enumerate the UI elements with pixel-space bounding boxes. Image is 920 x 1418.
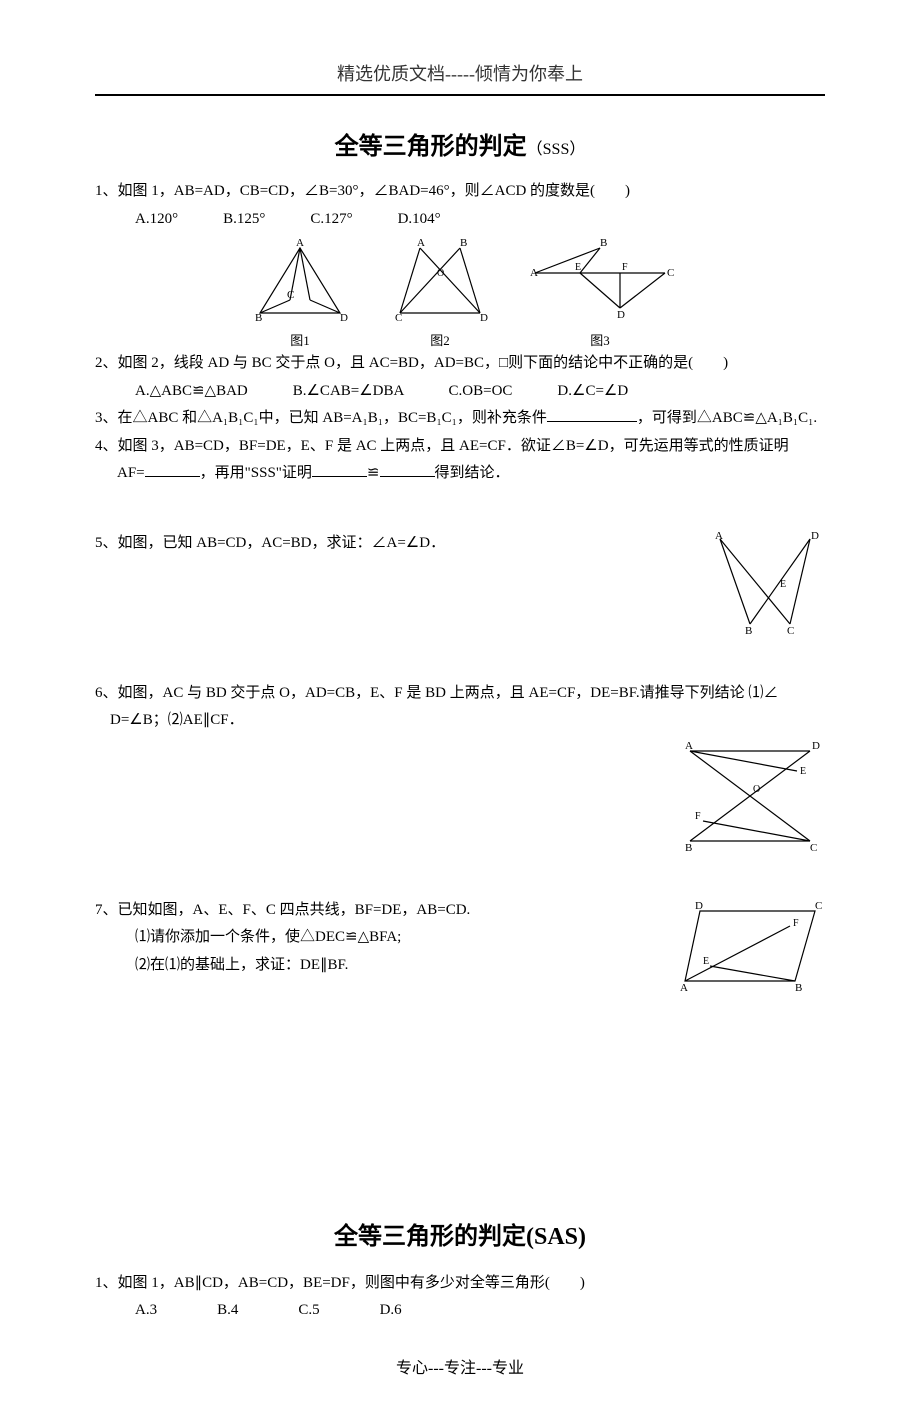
svg-text:B: B — [600, 238, 607, 249]
svg-text:C: C — [810, 842, 817, 854]
q7-block: 7、已知如图，A、E、F、C 四点共线，BF=DE，AB=CD. ⑴请你添加一个… — [95, 896, 825, 996]
title-sas: 全等三角形的判定(SAS) — [95, 1216, 825, 1251]
svg-text:D: D — [617, 309, 625, 321]
svg-text:F: F — [622, 262, 628, 273]
svg-text:B: B — [795, 982, 802, 994]
svg-text:B: B — [685, 842, 692, 854]
q7-text-b: ⑴请你添加一个条件，使△DEC≌△BFA; — [95, 925, 655, 951]
svg-text:F: F — [793, 918, 799, 929]
blank-3 — [312, 461, 367, 477]
fig2-label: 图2 — [385, 330, 495, 349]
svg-text:C: C — [395, 312, 402, 324]
svg-text:D: D — [480, 312, 488, 324]
svg-text:A: A — [296, 238, 304, 249]
q4-text-2: AF= ，再用"SSS"证明 ≌ 得到结论． — [95, 461, 825, 487]
svg-text:C: C — [667, 267, 674, 279]
figure-1: A B C D 图1 — [245, 238, 355, 349]
q3-part-a: 3、在△ABC 和△A₁B₁C₁中，已知 AB=A₁B₁，BC=B₁C₁，则补充… — [95, 410, 547, 426]
q4-end: 得到结论． — [435, 465, 510, 481]
svg-text:C: C — [815, 900, 822, 912]
svg-text:A: A — [530, 267, 538, 279]
q3-part-b: ，可得到△ABC≌△A₁B₁C₁. — [637, 410, 817, 426]
q5-block: 5、如图，已知 AB=CD，AC=BD，求证：∠A=∠D． A D B C E — [95, 529, 825, 639]
title-sss: 全等三角形的判定（SSS） — [95, 126, 825, 161]
figure-q6-wrap: A D B C E F O — [95, 736, 825, 856]
svg-text:B: B — [460, 238, 467, 249]
doc-header: 精选优质文档-----倾情为你奉上 — [95, 60, 825, 96]
svg-text:A: A — [680, 982, 688, 994]
svg-text:D: D — [812, 740, 820, 752]
svg-text:D: D — [340, 312, 348, 324]
svg-text:A: A — [685, 740, 693, 752]
q7-text-c: ⑵在⑴的基础上，求证：DE∥BF. — [95, 953, 655, 979]
svg-text:B: B — [255, 312, 262, 324]
fig1-label: 图1 — [245, 330, 355, 349]
q4-text: 4、如图 3，AB=CD，BF=DE，E、F 是 AC 上两点，且 AE=CF．… — [95, 434, 825, 460]
figure-q6: A D B C E F O — [675, 736, 825, 856]
svg-text:F: F — [695, 811, 701, 822]
svg-text:O: O — [437, 268, 444, 279]
svg-text:A: A — [417, 238, 425, 249]
svg-text:O: O — [753, 784, 760, 795]
title-main-text: 全等三角形的判定 — [335, 134, 527, 160]
doc-footer: 专心---专注---专业 — [95, 1354, 825, 1378]
q4-sss: ，再用"SSS"证明 — [200, 465, 312, 481]
svg-text:E: E — [780, 579, 786, 590]
title-sub-text: （SSS） — [527, 141, 586, 158]
blank-1 — [547, 406, 637, 422]
svg-text:E: E — [800, 766, 806, 777]
q6-text-a: 6、如图，AC 与 BD 交于点 O，AD=CB，E、F 是 BD 上两点，且 … — [95, 681, 825, 707]
svg-text:E: E — [703, 956, 709, 967]
q1-options: A.120° B.125° C.127° D.104° — [95, 207, 825, 233]
svg-text:C: C — [787, 625, 794, 637]
q3-text: 3、在△ABC 和△A₁B₁C₁中，已知 AB=A₁B₁，BC=B₁C₁，则补充… — [95, 406, 825, 432]
q7-text-a: 7、已知如图，A、E、F、C 四点共线，BF=DE，AB=CD. — [95, 898, 655, 924]
svg-text:C: C — [287, 289, 294, 301]
sq1-text: 1、如图 1，AB∥CD，AB=CD，BE=DF，则图中有多少对全等三角形( ) — [95, 1271, 825, 1297]
q2-text: 2、如图 2，线段 AD 与 BC 交于点 O，且 AC=BD，AD=BC，□则… — [95, 351, 825, 377]
q1-text: 1、如图 1，AB=AD，CB=CD，∠B=30°，∠BAD=46°，则∠ACD… — [95, 179, 825, 205]
figure-q5: A D B C E — [705, 529, 825, 639]
q5-text: 5、如图，已知 AB=CD，AC=BD，求证：∠A=∠D． — [95, 531, 685, 557]
q4-cong: ≌ — [367, 465, 380, 481]
svg-text:A: A — [715, 530, 723, 542]
q6-text-b: D=∠B；⑵AE∥CF． — [95, 708, 825, 734]
svg-text:D: D — [695, 900, 703, 912]
fig3-label: 图3 — [525, 330, 675, 349]
figure-q7: D C A B E F — [675, 896, 825, 996]
blank-2 — [145, 461, 200, 477]
svg-text:B: B — [745, 625, 752, 637]
svg-text:D: D — [811, 530, 819, 542]
figure-row-1: A B C D 图1 A B C D O 图2 — [95, 238, 825, 349]
figure-3: A B C D E F 图3 — [525, 238, 675, 349]
figure-2: A B C D O 图2 — [385, 238, 495, 349]
q2-options: A.△ABC≌△BAD B.∠CAB=∠DBA C.OB=OC D.∠C=∠D — [95, 379, 825, 405]
svg-text:E: E — [575, 262, 581, 273]
q4-af: AF= — [117, 465, 145, 481]
blank-4 — [380, 461, 435, 477]
